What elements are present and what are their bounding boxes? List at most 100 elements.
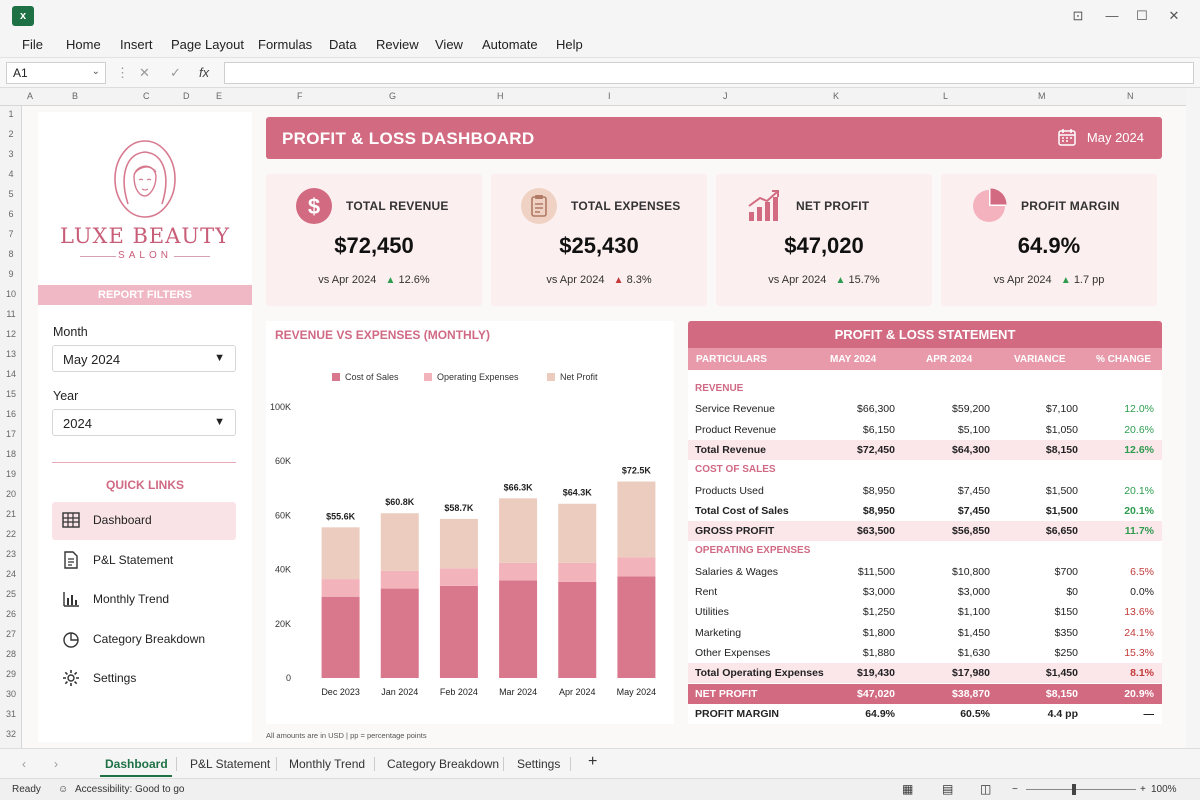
row-header[interactable]: 15 (5, 389, 16, 399)
vertical-scrollbar[interactable] (1186, 88, 1200, 748)
formula-input[interactable] (224, 62, 1194, 84)
column-header[interactable]: K (833, 91, 840, 101)
row-header[interactable]: 23 (5, 549, 16, 559)
pl-row-label: COST OF SALES (695, 464, 776, 476)
tab-monthly-trend[interactable]: Monthly Trend (289, 757, 366, 771)
row-header[interactable]: 16 (5, 409, 16, 419)
column-header[interactable]: J (723, 91, 728, 101)
tab-settings[interactable]: Settings (517, 757, 561, 771)
name-box[interactable]: A1 ⌄ (6, 62, 106, 84)
row-header[interactable]: 14 (5, 369, 16, 379)
zoom-level[interactable]: 100% (1151, 784, 1177, 795)
page-layout-view-icon[interactable]: ▤ (942, 782, 954, 796)
autosave-icon[interactable]: ⊡ (1072, 8, 1084, 23)
row-header[interactable]: 22 (5, 529, 16, 539)
row-header[interactable]: 6 (8, 209, 14, 219)
column-header[interactable]: A (27, 91, 34, 101)
quick-link-dashboard[interactable]: Dashboard (52, 502, 236, 540)
confirm-formula-icon[interactable]: ✓ (170, 65, 181, 80)
year-select[interactable]: 2024 ▼ (52, 409, 236, 436)
row-header[interactable]: 7 (8, 229, 14, 239)
insert-function-icon[interactable]: fx (199, 65, 210, 80)
pl-cell-var: $0 (1066, 586, 1078, 598)
menu-help[interactable]: Help (556, 37, 583, 52)
column-header[interactable]: L (943, 91, 949, 101)
row-header[interactable]: 8 (8, 249, 14, 259)
row-header[interactable]: 12 (5, 329, 16, 339)
row-header[interactable]: 28 (5, 649, 16, 659)
accessibility-status[interactable]: Accessibility: Good to go (75, 784, 185, 795)
tab-dashboard[interactable]: Dashboard (105, 757, 168, 771)
row-header[interactable]: 30 (5, 689, 16, 699)
menu-file[interactable]: File (22, 37, 43, 52)
row-header[interactable]: 25 (5, 589, 16, 599)
document-icon (64, 551, 78, 569)
maximize-icon[interactable]: ☐ (1136, 8, 1148, 23)
column-header[interactable]: M (1038, 91, 1046, 101)
minimize-icon[interactable]: — (1105, 8, 1119, 23)
row-header[interactable]: 5 (8, 189, 14, 199)
column-header[interactable]: I (608, 91, 611, 101)
column-header[interactable]: F (297, 91, 303, 101)
pl-row-service-revenue: Service Revenue $66,300 $59,200 $7,100 12.0% (688, 399, 1162, 419)
column-header[interactable]: E (216, 91, 223, 101)
row-header[interactable]: 32 (5, 729, 16, 739)
quick-link-pl-statement[interactable]: P&L Statement (52, 542, 236, 580)
month-select[interactable]: May 2024 ▼ (52, 345, 236, 372)
quick-link-settings[interactable]: Settings (52, 660, 236, 698)
menu-insert[interactable]: Insert (120, 37, 153, 52)
row-header[interactable]: 21 (5, 509, 16, 519)
close-icon[interactable]: ✕ (1168, 8, 1180, 23)
kpi-change: 1.7 pp (1073, 274, 1105, 286)
pl-row-label: NET PROFIT (695, 687, 758, 700)
column-header[interactable]: N (1127, 91, 1134, 101)
row-header[interactable]: 19 (5, 469, 16, 479)
row-header[interactable]: 31 (5, 709, 16, 719)
accessibility-icon[interactable]: ☺ (58, 784, 69, 795)
row-header[interactable]: 27 (5, 629, 16, 639)
next-sheet-icon[interactable]: › (54, 757, 58, 771)
row-header[interactable]: 18 (5, 449, 16, 459)
menu-review[interactable]: Review (376, 37, 419, 52)
column-header[interactable]: C (143, 91, 150, 101)
row-header[interactable]: 13 (5, 349, 16, 359)
prev-sheet-icon[interactable]: ‹ (22, 757, 26, 771)
row-header[interactable]: 20 (5, 489, 16, 499)
zoom-slider-thumb[interactable] (1072, 784, 1076, 795)
row-header[interactable]: 17 (5, 429, 16, 439)
normal-view-icon[interactable]: ▦ (902, 782, 914, 796)
row-header[interactable]: 9 (8, 269, 14, 279)
tab-pl-statement[interactable]: P&L Statement (190, 757, 271, 771)
menu-page-layout[interactable]: Page Layout (171, 37, 245, 52)
menu-automate[interactable]: Automate (482, 37, 538, 52)
add-sheet-icon[interactable]: + (588, 753, 598, 770)
column-header[interactable]: D (183, 91, 190, 101)
column-header[interactable]: B (72, 91, 79, 101)
tab-category-breakdown[interactable]: Category Breakdown (387, 757, 500, 771)
column-header[interactable]: H (497, 91, 504, 101)
pl-header-row: PARTICULARS MAY 2024 APR 2024 VARIANCE %… (688, 348, 1162, 370)
row-header[interactable]: 4 (8, 169, 14, 179)
menu-formulas[interactable]: Formulas (258, 37, 313, 52)
row-header[interactable]: 10 (5, 289, 16, 299)
menu-view[interactable]: View (435, 37, 463, 52)
zoom-in-icon[interactable]: + (1140, 784, 1146, 795)
pl-cell-apr: $7,450 (957, 504, 990, 517)
row-header[interactable]: 11 (6, 309, 16, 319)
quick-link-monthly-trend[interactable]: Monthly Trend (52, 581, 236, 619)
zoom-out-icon[interactable]: − (1012, 784, 1018, 795)
quick-link-category-breakdown[interactable]: Category Breakdown (52, 621, 236, 659)
row-header[interactable]: 2 (8, 129, 14, 139)
row-header[interactable]: 1 (8, 109, 14, 119)
row-header[interactable]: 26 (5, 609, 16, 619)
page-break-view-icon[interactable]: ◫ (980, 782, 992, 796)
row-header[interactable]: 24 (5, 569, 16, 579)
menu-data[interactable]: Data (329, 37, 357, 52)
zoom-slider-track[interactable] (1026, 789, 1136, 790)
row-header[interactable]: 3 (8, 149, 14, 159)
column-header[interactable]: G (389, 91, 397, 101)
cancel-formula-icon[interactable]: ✕ (139, 65, 150, 80)
menu-home[interactable]: Home (66, 37, 101, 52)
pl-cell-may: $72,450 (857, 443, 895, 456)
row-header[interactable]: 29 (5, 669, 16, 679)
